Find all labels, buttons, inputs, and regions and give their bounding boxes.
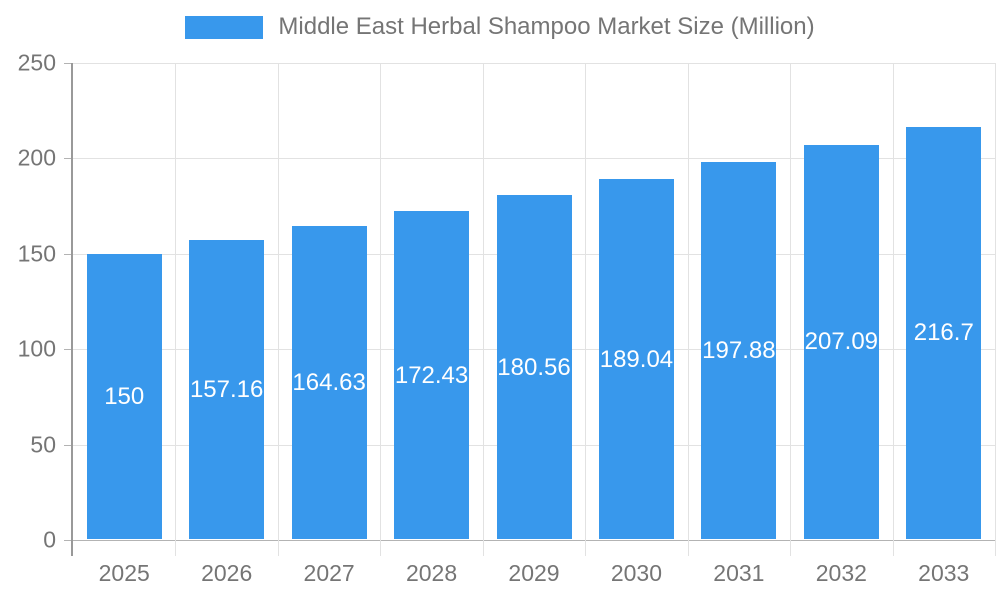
x-axis-label: 2026 (201, 560, 253, 586)
y-axis-label: 200 (17, 144, 56, 171)
y-axis-tick (64, 158, 73, 159)
bar-value-label: 157.16 (189, 376, 264, 404)
gridline-vertical (585, 63, 586, 556)
gridline-vertical (380, 63, 381, 556)
y-axis-tick (64, 445, 73, 446)
bar-2030 (599, 179, 674, 539)
y-axis-tick (64, 254, 73, 255)
gridline-vertical (688, 63, 689, 556)
x-axis-label: 2029 (508, 560, 560, 586)
x-axis-label: 2028 (405, 560, 458, 586)
x-axis-label: 2032 (815, 560, 867, 586)
y-axis-tick (64, 540, 73, 541)
x-axis-label: 2025 (98, 560, 150, 586)
x-axis-label: 2031 (713, 560, 765, 586)
x-axis-label: 2027 (303, 560, 355, 586)
gridline-vertical (893, 63, 894, 556)
bar-value-label: 189.04 (599, 345, 674, 373)
gridline-vertical (483, 63, 484, 556)
bar-2031 (701, 162, 776, 539)
x-axis-label: 2030 (610, 560, 663, 586)
chart-title: Middle East Herbal Shampoo Market Size (… (278, 13, 815, 40)
gridline-vertical (995, 63, 996, 556)
y-axis-label: 50 (30, 431, 56, 458)
y-axis-line (71, 63, 73, 556)
y-axis-label: 0 (43, 526, 56, 553)
gridline-horizontal (73, 63, 995, 64)
x-axis-label: 2033 (918, 560, 970, 586)
x-axis-baseline (73, 540, 995, 541)
chart-legend: Middle East Herbal Shampoo Market Size (… (0, 13, 1000, 41)
y-axis-label: 100 (17, 335, 56, 362)
legend-swatch (185, 15, 264, 39)
y-axis-label: 250 (17, 49, 56, 76)
y-axis-tick (64, 349, 73, 350)
bar-value-label: 164.63 (292, 368, 366, 396)
y-axis-label: 150 (17, 240, 56, 267)
y-axis-tick (64, 63, 73, 64)
bar-value-label: 216.7 (913, 319, 974, 347)
bar-2033 (906, 126, 981, 539)
bar-2026 (189, 240, 264, 539)
gridline-vertical (790, 63, 791, 556)
bar-value-label: 207.09 (804, 328, 879, 356)
bar-2028 (394, 211, 469, 539)
bar-value-label: 197.88 (702, 337, 776, 365)
bar-2027 (292, 225, 367, 539)
bar-2029 (497, 195, 572, 539)
gridline-horizontal (73, 158, 995, 159)
bar-value-label: 172.43 (394, 361, 469, 389)
gridline-vertical (278, 63, 279, 556)
bar-2032 (804, 144, 879, 539)
bar-value-label: 180.56 (497, 353, 571, 381)
bar-2025 (87, 253, 162, 539)
bar-value-label: 150 (104, 382, 145, 410)
gridline-vertical (175, 63, 176, 556)
legend-item[interactable]: Middle East Herbal Shampoo Market Size (… (185, 13, 815, 41)
